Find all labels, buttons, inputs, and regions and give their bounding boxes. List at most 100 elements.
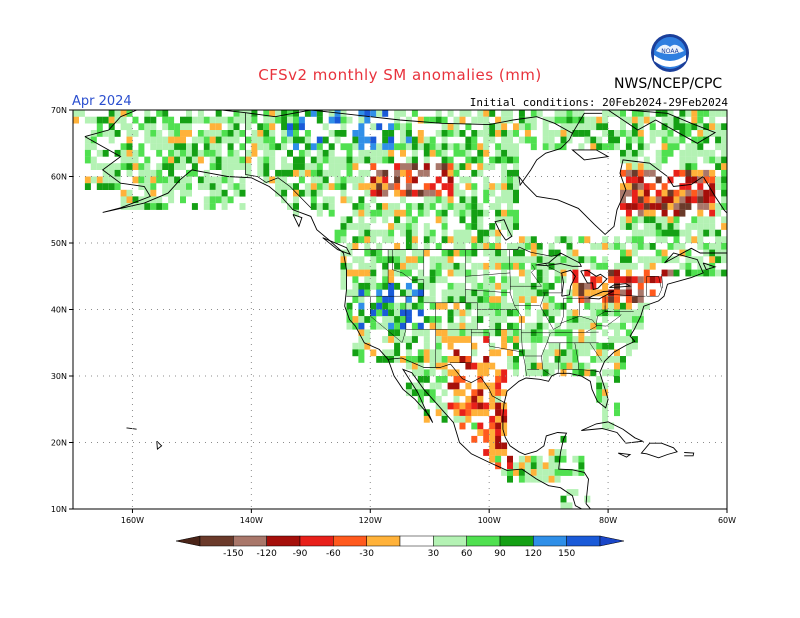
us-canada-border <box>350 246 561 257</box>
anomaly-cell <box>685 123 692 131</box>
anomaly-cell <box>661 130 668 137</box>
anomaly-cell <box>358 143 365 151</box>
anomaly-cell <box>221 130 228 137</box>
anomaly-cell <box>364 282 371 290</box>
anomaly-cell <box>370 196 377 204</box>
anomaly-cell <box>340 236 347 244</box>
anomaly-cell <box>388 309 395 317</box>
anomaly-cell <box>655 130 662 137</box>
anomaly-cell <box>566 110 573 117</box>
anomaly-cell <box>168 169 175 177</box>
anomaly-cell <box>376 289 383 297</box>
anomaly-cell <box>429 356 436 363</box>
anomaly-cell <box>530 475 537 483</box>
initial-conditions-label: Initial conditions: 20Feb2024-29Feb2024 <box>469 96 728 109</box>
anomaly-cell <box>483 130 490 137</box>
anomaly-cell <box>477 362 484 370</box>
anomaly-cell <box>394 143 401 151</box>
anomaly-cell <box>411 389 418 397</box>
anomaly-cell <box>465 236 472 244</box>
anomaly-cell <box>501 223 508 230</box>
anomaly-cell <box>697 169 704 177</box>
anomaly-cell <box>560 349 567 357</box>
anomaly-cell <box>625 236 632 244</box>
anomaly-cell <box>453 309 460 317</box>
anomaly-cell <box>471 262 478 270</box>
anomaly-cell <box>513 342 519 350</box>
anomaly-cell <box>655 216 662 224</box>
anomaly-cell <box>465 269 472 277</box>
anomaly-cell <box>459 296 466 303</box>
anomaly-cell <box>453 229 460 237</box>
anomaly-cell <box>495 435 502 443</box>
anomaly-cell <box>322 123 329 131</box>
anomaly-cell <box>382 110 389 117</box>
anomaly-cell <box>530 236 537 244</box>
anomaly-cell <box>631 110 638 117</box>
anomaly-cell <box>596 389 603 397</box>
anomaly-cell <box>596 376 603 383</box>
anomaly-cell <box>477 156 484 164</box>
anomaly-cell <box>423 376 430 383</box>
anomaly-cell <box>263 110 270 117</box>
anomaly-cell <box>358 169 365 177</box>
anomaly-cell <box>471 435 478 443</box>
anomaly-cell <box>352 243 359 250</box>
anomaly-cell <box>388 296 395 303</box>
anomaly-cell <box>608 422 615 430</box>
anomaly-cell <box>215 196 222 204</box>
anomaly-cell <box>405 256 412 264</box>
anomaly-cell <box>168 176 175 184</box>
anomaly-cell <box>417 349 424 357</box>
anomaly-cell <box>132 196 139 204</box>
anomaly-cell <box>649 123 656 131</box>
anomaly-cell <box>245 169 252 177</box>
anomaly-cell <box>447 176 454 184</box>
anomaly-cell <box>590 329 597 337</box>
anomaly-cell <box>465 183 472 190</box>
anomaly-cell <box>691 136 698 144</box>
anomaly-cell <box>245 156 252 164</box>
anomaly-cell <box>477 110 484 117</box>
anomaly-cell <box>495 143 502 151</box>
anomaly-cell <box>578 123 585 131</box>
anomaly-cell <box>477 163 484 170</box>
anomaly-cell <box>168 156 175 164</box>
anomaly-cell <box>126 156 133 164</box>
anomaly-cell <box>625 316 632 323</box>
anomaly-cell <box>715 163 722 170</box>
anomaly-cell <box>489 249 496 257</box>
anomaly-cell <box>186 123 192 131</box>
anomaly-cell <box>370 136 377 144</box>
anomaly-cell <box>590 243 597 250</box>
anomaly-cell <box>548 130 555 137</box>
anomaly-cell <box>435 316 442 323</box>
anomaly-cell <box>631 136 638 144</box>
anomaly-cell <box>447 356 454 363</box>
anomaly-cell <box>489 229 496 237</box>
anomaly-cell <box>287 130 293 137</box>
state-border <box>531 264 542 287</box>
anomaly-cell <box>447 329 454 337</box>
anomaly-cell <box>477 309 484 317</box>
anomaly-cell <box>489 435 496 443</box>
anomaly-cell <box>572 289 579 297</box>
anomaly-cell <box>608 269 615 277</box>
anomaly-cell <box>221 176 228 184</box>
anomaly-cell <box>483 309 490 317</box>
anomaly-cell <box>209 136 216 144</box>
anomaly-cell <box>501 409 508 417</box>
anomaly-cell <box>370 309 377 317</box>
anomaly-cell <box>566 249 573 257</box>
anomaly-cell <box>691 110 698 117</box>
anomaly-cell <box>691 123 698 131</box>
anomaly-cell <box>507 203 513 210</box>
anomaly-cell <box>394 163 401 170</box>
anomaly-cell <box>471 316 478 323</box>
anomaly-cell <box>536 289 543 297</box>
alaska-border <box>245 112 312 209</box>
anomaly-cell <box>596 116 603 124</box>
anomaly-cell <box>709 149 716 157</box>
anomaly-cell <box>697 203 704 210</box>
legend-label: -90 <box>293 549 308 559</box>
